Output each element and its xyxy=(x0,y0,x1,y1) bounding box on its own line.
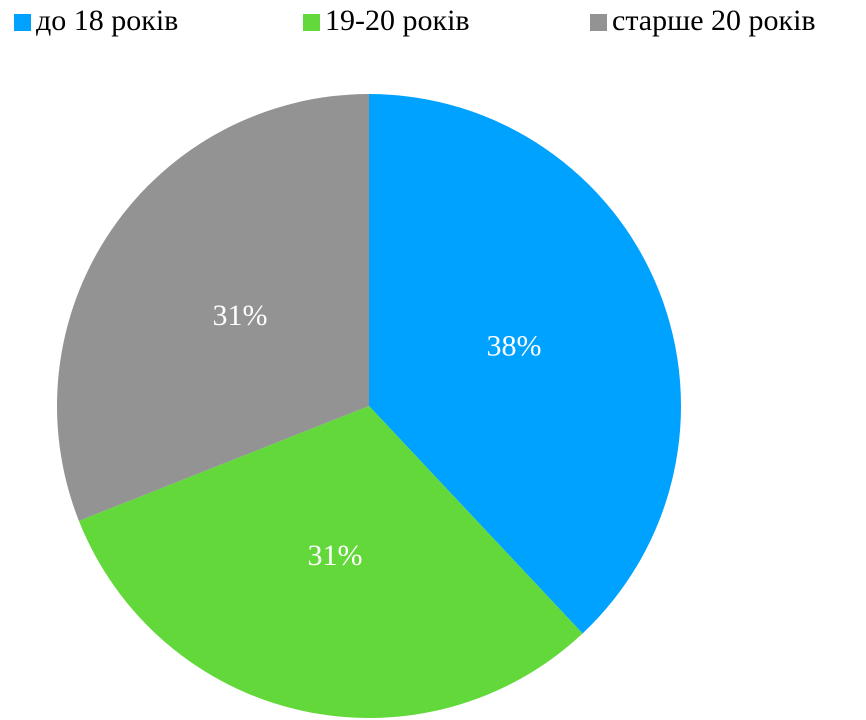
legend-swatch xyxy=(14,14,31,31)
pie-slice xyxy=(56,94,370,521)
legend-swatch xyxy=(590,14,607,31)
data-label: 31% xyxy=(212,299,267,332)
pie-slice xyxy=(78,406,583,719)
data-label: 31% xyxy=(307,539,362,572)
legend-label: старше 20 років xyxy=(612,4,816,37)
legend-swatch xyxy=(303,14,320,31)
legend-label: до 18 років xyxy=(36,4,178,37)
pie-slice xyxy=(369,94,681,634)
legend-label: 19-20 років xyxy=(325,4,470,37)
data-label: 38% xyxy=(487,329,542,362)
